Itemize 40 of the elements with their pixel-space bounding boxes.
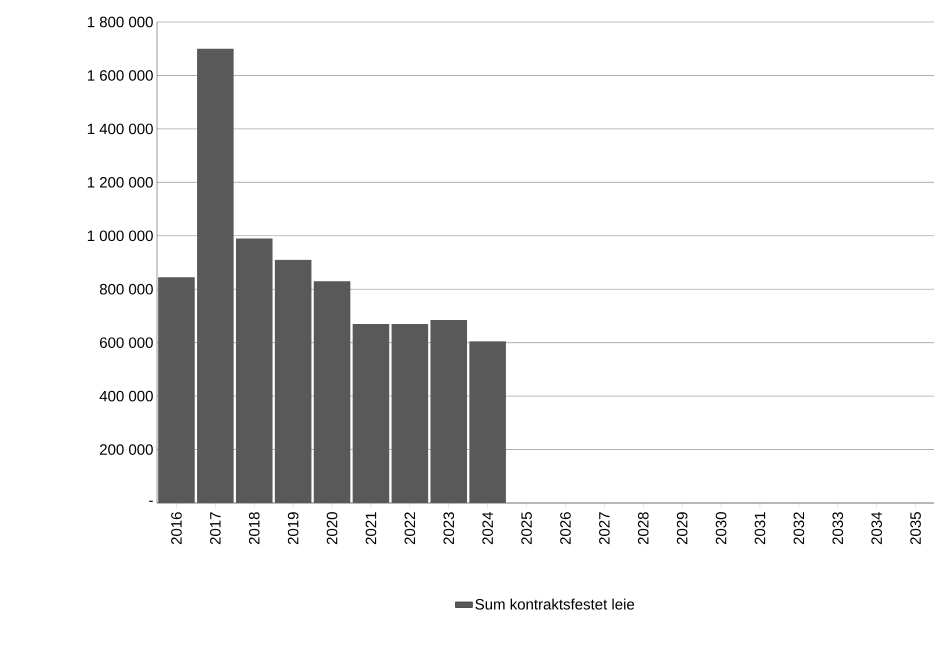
y-tick-label: 400 000 <box>100 390 153 402</box>
bar <box>274 260 312 503</box>
bar <box>197 48 234 503</box>
y-tick-label: 1 800 000 <box>88 16 153 28</box>
x-tick-label: 2020 <box>326 512 338 544</box>
bar <box>314 281 350 503</box>
x-tick-label: 2027 <box>599 512 610 544</box>
x-tick-label: 2016 <box>171 512 182 544</box>
y-tick-label: 200 000 <box>100 444 153 455</box>
bar <box>158 277 195 503</box>
legend-label: Sum kontraktsfestet leie <box>475 598 634 610</box>
x-tick-label: 2032 <box>794 512 804 544</box>
x-tick-label: 2019 <box>288 512 298 544</box>
x-tick-label: 2026 <box>560 512 571 544</box>
x-tick-label: 2029 <box>676 512 688 544</box>
x-tick-label: 2028 <box>638 512 649 544</box>
x-tick-label: 2017 <box>210 512 221 544</box>
x-tick-label: 2021 <box>366 512 376 544</box>
bar <box>236 238 273 503</box>
bar <box>352 324 390 503</box>
x-tick-label: 2022 <box>404 512 416 544</box>
y-tick-label: 1 600 000 <box>88 70 153 81</box>
x-tick-label: 2035 <box>910 512 921 544</box>
x-tick-label: 2030 <box>716 512 726 544</box>
y-tick-label: 1 000 000 <box>88 230 153 242</box>
x-tick-label: 2025 <box>521 512 532 544</box>
bar <box>392 324 428 503</box>
x-tick-label: 2023 <box>443 512 454 544</box>
x-tick-label: 2034 <box>871 512 882 544</box>
y-tick-label: 600 000 <box>100 337 153 348</box>
bar <box>430 320 468 503</box>
x-tick-label: 2033 <box>832 512 844 544</box>
y-tick-label: - <box>149 500 153 502</box>
y-tick-label: 1 400 000 <box>88 124 153 134</box>
y-tick-label: 1 200 000 <box>88 177 153 188</box>
bar <box>469 341 506 503</box>
y-tick-label: 800 000 <box>100 284 153 295</box>
x-tick-label: 2031 <box>754 512 766 544</box>
x-tick-label: 2024 <box>482 512 493 544</box>
x-tick-label: 2018 <box>248 512 260 544</box>
